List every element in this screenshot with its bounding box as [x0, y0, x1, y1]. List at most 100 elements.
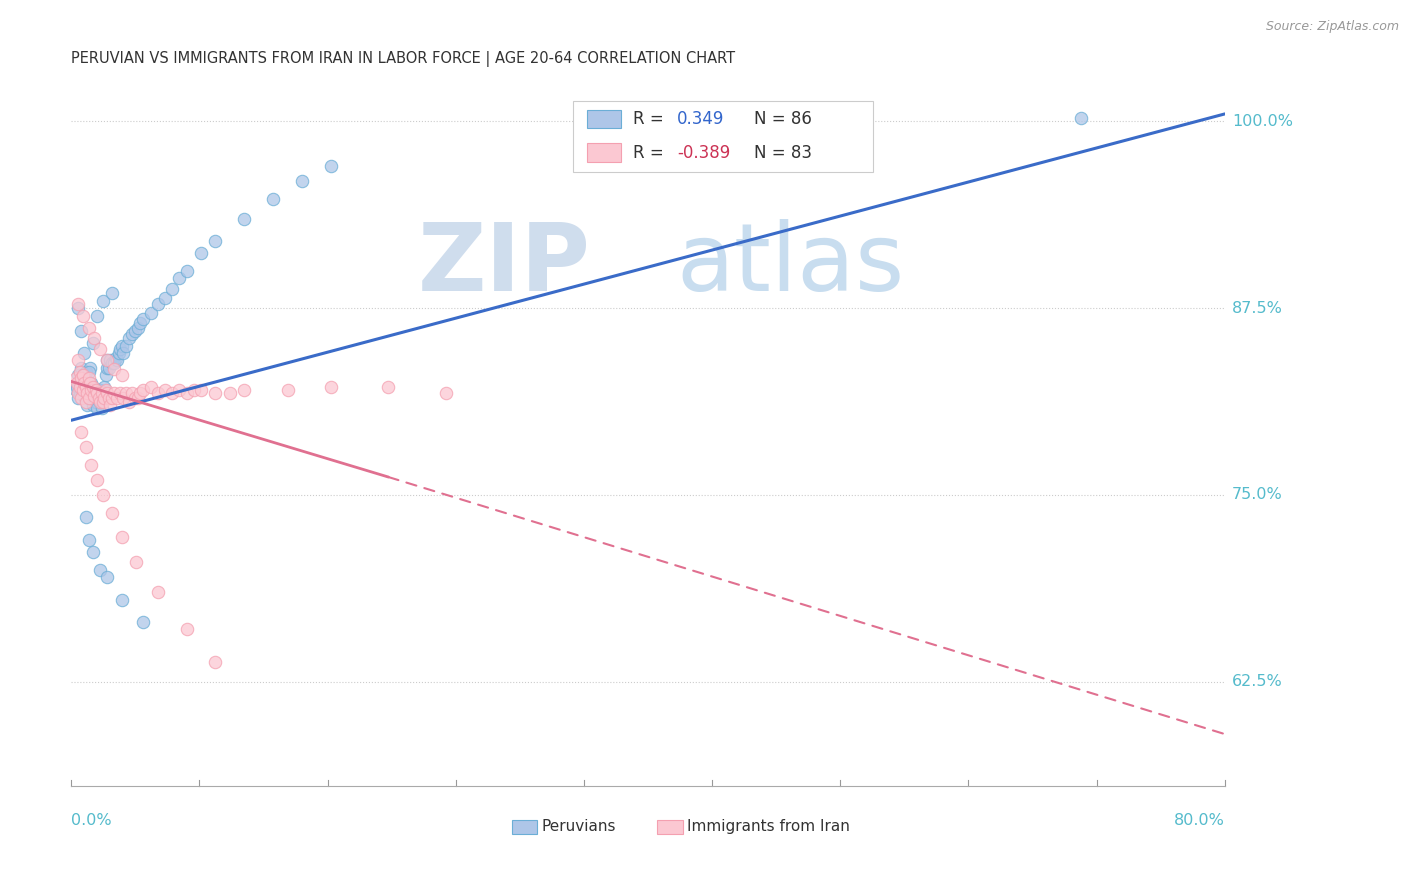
Point: [94, 384, 117, 398]
Point: [67, 391, 90, 405]
Point: [127, 391, 149, 405]
Point: [377, 380, 399, 394]
Point: [218, 386, 240, 401]
Point: [89, 384, 111, 398]
Point: [132, 615, 155, 629]
Bar: [574, 102, 873, 172]
Point: [72, 384, 94, 398]
Point: [89, 342, 111, 356]
Point: [112, 391, 135, 405]
Text: 75.0%: 75.0%: [1232, 488, 1282, 502]
Point: [97, 391, 120, 405]
Point: [73, 376, 96, 390]
Point: [190, 384, 212, 398]
Point: [75, 366, 97, 380]
Point: [80, 376, 103, 390]
Point: [72, 368, 94, 383]
Point: [118, 331, 141, 345]
Point: [72, 368, 94, 383]
Point: [91, 488, 114, 502]
Point: [579, 136, 602, 151]
Point: [94, 368, 117, 383]
Point: [82, 380, 104, 394]
Point: [83, 331, 105, 345]
Point: [160, 282, 183, 296]
Point: [89, 563, 111, 577]
Point: [70, 425, 93, 440]
Point: [125, 555, 148, 569]
Point: [70, 384, 93, 398]
Point: [146, 585, 169, 599]
Point: [67, 301, 90, 316]
Point: [86, 473, 108, 487]
Point: [82, 398, 104, 412]
Point: [115, 386, 138, 401]
Point: [65, 384, 87, 398]
Text: -0.389: -0.389: [676, 144, 730, 161]
Point: [91, 293, 114, 308]
Point: [73, 376, 96, 390]
Point: [75, 395, 97, 409]
Point: [233, 211, 256, 226]
Point: [108, 346, 131, 360]
Point: [153, 384, 176, 398]
Point: [121, 386, 143, 401]
Point: [105, 391, 128, 405]
Text: Source: ZipAtlas.com: Source: ZipAtlas.com: [1265, 20, 1399, 33]
Bar: [657, 820, 682, 834]
Point: [79, 376, 101, 390]
Point: [87, 391, 110, 405]
Text: N = 86: N = 86: [754, 110, 813, 128]
Point: [77, 533, 100, 547]
Point: [176, 386, 198, 401]
Point: [76, 384, 98, 398]
Point: [86, 386, 108, 401]
Point: [146, 386, 169, 401]
Point: [98, 353, 121, 368]
Text: Immigrants from Iran: Immigrants from Iran: [688, 819, 851, 834]
Point: [160, 386, 183, 401]
Text: N = 83: N = 83: [754, 144, 813, 161]
Point: [127, 320, 149, 334]
Point: [132, 384, 155, 398]
Point: [70, 371, 93, 385]
Bar: [586, 110, 621, 128]
Point: [291, 174, 314, 188]
Point: [111, 368, 134, 383]
Point: [276, 384, 298, 398]
Point: [67, 368, 90, 383]
Point: [70, 391, 93, 405]
Point: [103, 362, 125, 376]
Text: 0.349: 0.349: [676, 110, 724, 128]
Text: 0.0%: 0.0%: [72, 814, 112, 829]
Point: [204, 386, 226, 401]
Text: 80.0%: 80.0%: [1174, 814, 1225, 829]
Point: [89, 395, 111, 409]
Point: [98, 398, 121, 412]
Point: [105, 353, 128, 368]
Point: [72, 309, 94, 323]
Point: [319, 159, 342, 173]
Point: [104, 351, 127, 365]
Point: [111, 530, 134, 544]
Point: [319, 380, 342, 394]
Point: [79, 361, 101, 376]
Point: [84, 395, 107, 409]
Point: [84, 384, 107, 398]
Point: [77, 371, 100, 385]
Point: [204, 656, 226, 670]
Point: [103, 356, 125, 370]
Point: [139, 306, 162, 320]
Bar: [512, 820, 537, 834]
Point: [96, 386, 118, 401]
Point: [1070, 112, 1092, 126]
Point: [96, 570, 118, 584]
Point: [77, 320, 100, 334]
Point: [69, 376, 91, 390]
Point: [121, 326, 143, 341]
Point: [80, 384, 103, 398]
Point: [77, 380, 100, 394]
Point: [169, 384, 191, 398]
Text: PERUVIAN VS IMMIGRANTS FROM IRAN IN LABOR FORCE | AGE 20-64 CORRELATION CHART: PERUVIAN VS IMMIGRANTS FROM IRAN IN LABO…: [72, 51, 735, 67]
Point: [176, 264, 198, 278]
